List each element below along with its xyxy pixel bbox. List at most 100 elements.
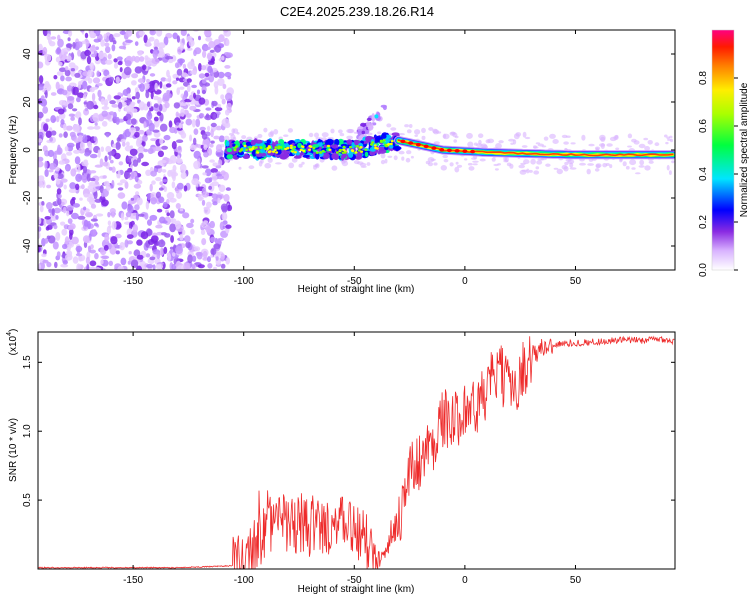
noise-blob <box>218 34 225 43</box>
band-knot <box>423 144 429 149</box>
band-peak <box>293 145 297 149</box>
noise-blob <box>87 184 96 190</box>
band-peak <box>390 140 394 143</box>
noise-blob <box>62 206 67 214</box>
noise-blob <box>204 72 210 77</box>
noise-blob <box>191 264 196 270</box>
halo-blob <box>523 159 530 165</box>
noise-blob <box>139 56 145 62</box>
band-peak <box>274 146 278 149</box>
noise-blob <box>124 239 129 248</box>
noise-blob <box>66 55 72 62</box>
noise-blob <box>176 139 184 143</box>
noise-blob <box>225 187 231 191</box>
noise-blob <box>158 196 165 204</box>
noise-blob <box>175 220 182 230</box>
halo-blob <box>257 133 263 139</box>
noise-blob <box>120 257 127 266</box>
noise-blob <box>57 193 62 199</box>
x-tick-label: -150 <box>123 276 143 287</box>
band-peak <box>349 146 352 149</box>
halo-blob <box>485 139 491 144</box>
noise-blob <box>65 66 69 71</box>
halo-blob <box>346 135 353 140</box>
noise-blob <box>149 73 156 77</box>
noise-blob <box>158 187 164 191</box>
noise-blob <box>204 77 210 81</box>
noise-blob <box>178 122 182 129</box>
snr-frame <box>37 331 676 570</box>
noise-blob <box>209 159 215 163</box>
noise-blob <box>148 122 155 132</box>
noise-blob <box>40 98 48 107</box>
noise-blob <box>91 86 99 90</box>
noise-blob <box>221 55 225 61</box>
colorbar-axis: 0.0 0.2 0.4 0.6 0.8 <box>698 71 738 277</box>
halo-blob <box>315 137 323 141</box>
snr-plot <box>38 335 675 569</box>
band-blob <box>334 138 340 146</box>
noise-blob <box>89 170 97 174</box>
halo-blob <box>530 158 536 165</box>
noise-blob <box>205 107 212 111</box>
noise-blob <box>134 175 139 183</box>
noise-blob <box>49 137 53 142</box>
band-blob <box>242 141 247 146</box>
noise-blob <box>161 232 167 236</box>
y-tick-label: 1.0 <box>22 424 33 438</box>
noise-blob <box>169 155 177 164</box>
noise-blob <box>38 230 41 240</box>
noise-blob <box>109 111 115 116</box>
noise-blob <box>210 254 214 258</box>
noise-blob <box>107 94 112 102</box>
noise-blob <box>132 224 138 233</box>
band-peak <box>342 148 346 152</box>
noise-blob <box>95 46 99 50</box>
x-tick-label: -150 <box>123 575 143 586</box>
noise-blob <box>180 30 187 36</box>
noise-blob <box>213 266 217 270</box>
noise-blob <box>43 218 47 227</box>
band-peak <box>382 139 386 142</box>
y-tick-label: 20 <box>22 96 33 108</box>
band-blob <box>297 142 303 149</box>
band-blob <box>300 152 305 156</box>
noise-blob <box>192 255 197 262</box>
noise-blob <box>217 159 223 167</box>
halo-blob <box>536 160 543 165</box>
burst-blob <box>371 113 375 120</box>
halo-blob <box>595 164 601 169</box>
noise-blob <box>130 171 134 179</box>
noise-blob <box>167 252 172 262</box>
noise-blob <box>94 181 100 185</box>
noise-blob <box>77 49 82 57</box>
noise-blob <box>93 267 102 270</box>
noise-blob <box>116 56 123 61</box>
noise-blob <box>225 224 232 229</box>
band-knot <box>400 139 406 144</box>
noise-blob <box>220 94 225 100</box>
noise-blob <box>225 257 230 265</box>
noise-blob <box>125 211 132 218</box>
noise-blob <box>109 76 114 82</box>
halo-blob <box>666 164 670 171</box>
noise-blob <box>172 173 176 182</box>
band-knot <box>431 146 437 150</box>
noise-blob <box>226 204 233 212</box>
noise-blob <box>121 201 128 210</box>
noise-blob <box>207 263 213 269</box>
noise-blob <box>193 137 197 146</box>
noise-blob <box>113 58 118 63</box>
noise-blob <box>127 199 135 205</box>
noise-blob <box>165 83 172 88</box>
noise-blob <box>149 256 156 261</box>
noise-blob <box>51 130 57 136</box>
noise-blob <box>41 201 45 206</box>
band-peak <box>360 150 364 153</box>
noise-blob <box>53 150 62 155</box>
halo-blob <box>466 132 473 139</box>
noise-blob <box>38 216 42 225</box>
noise-blob <box>190 218 195 224</box>
noise-blob <box>172 252 176 257</box>
noise-blob <box>88 245 92 253</box>
